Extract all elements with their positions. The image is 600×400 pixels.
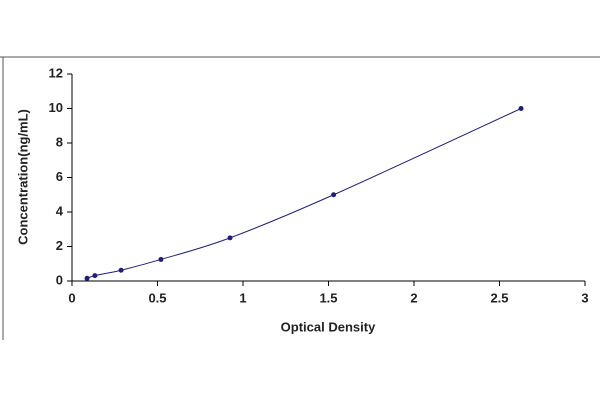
y-tick-label: 8 — [56, 134, 63, 149]
point — [227, 235, 233, 241]
point — [158, 256, 164, 262]
x-tick-label: 1 — [239, 290, 246, 305]
y-tick-label: 12 — [49, 65, 63, 80]
y-tick-label: 2 — [56, 238, 63, 253]
x-tick-label: 0 — [68, 290, 75, 305]
point — [118, 267, 124, 273]
x-tick-label: 2.5 — [490, 290, 508, 305]
x-axis-label: Optical Density — [281, 319, 376, 334]
point — [331, 192, 337, 198]
y-tick-label: 4 — [56, 203, 64, 218]
x-tick-label: 3 — [581, 290, 588, 305]
curve — [86, 108, 522, 279]
y-tick-label: 0 — [56, 272, 63, 287]
point — [84, 275, 90, 281]
point — [518, 106, 524, 111]
y-tick-label: 6 — [56, 169, 63, 184]
x-tick-label: 2 — [410, 290, 417, 305]
y-axis-label: Concentration(ng/mL) — [15, 109, 30, 245]
point — [92, 273, 98, 279]
y-tick-label: 10 — [49, 100, 63, 115]
x-tick-label: 0.5 — [148, 290, 166, 305]
x-tick-label: 1.5 — [319, 290, 337, 305]
